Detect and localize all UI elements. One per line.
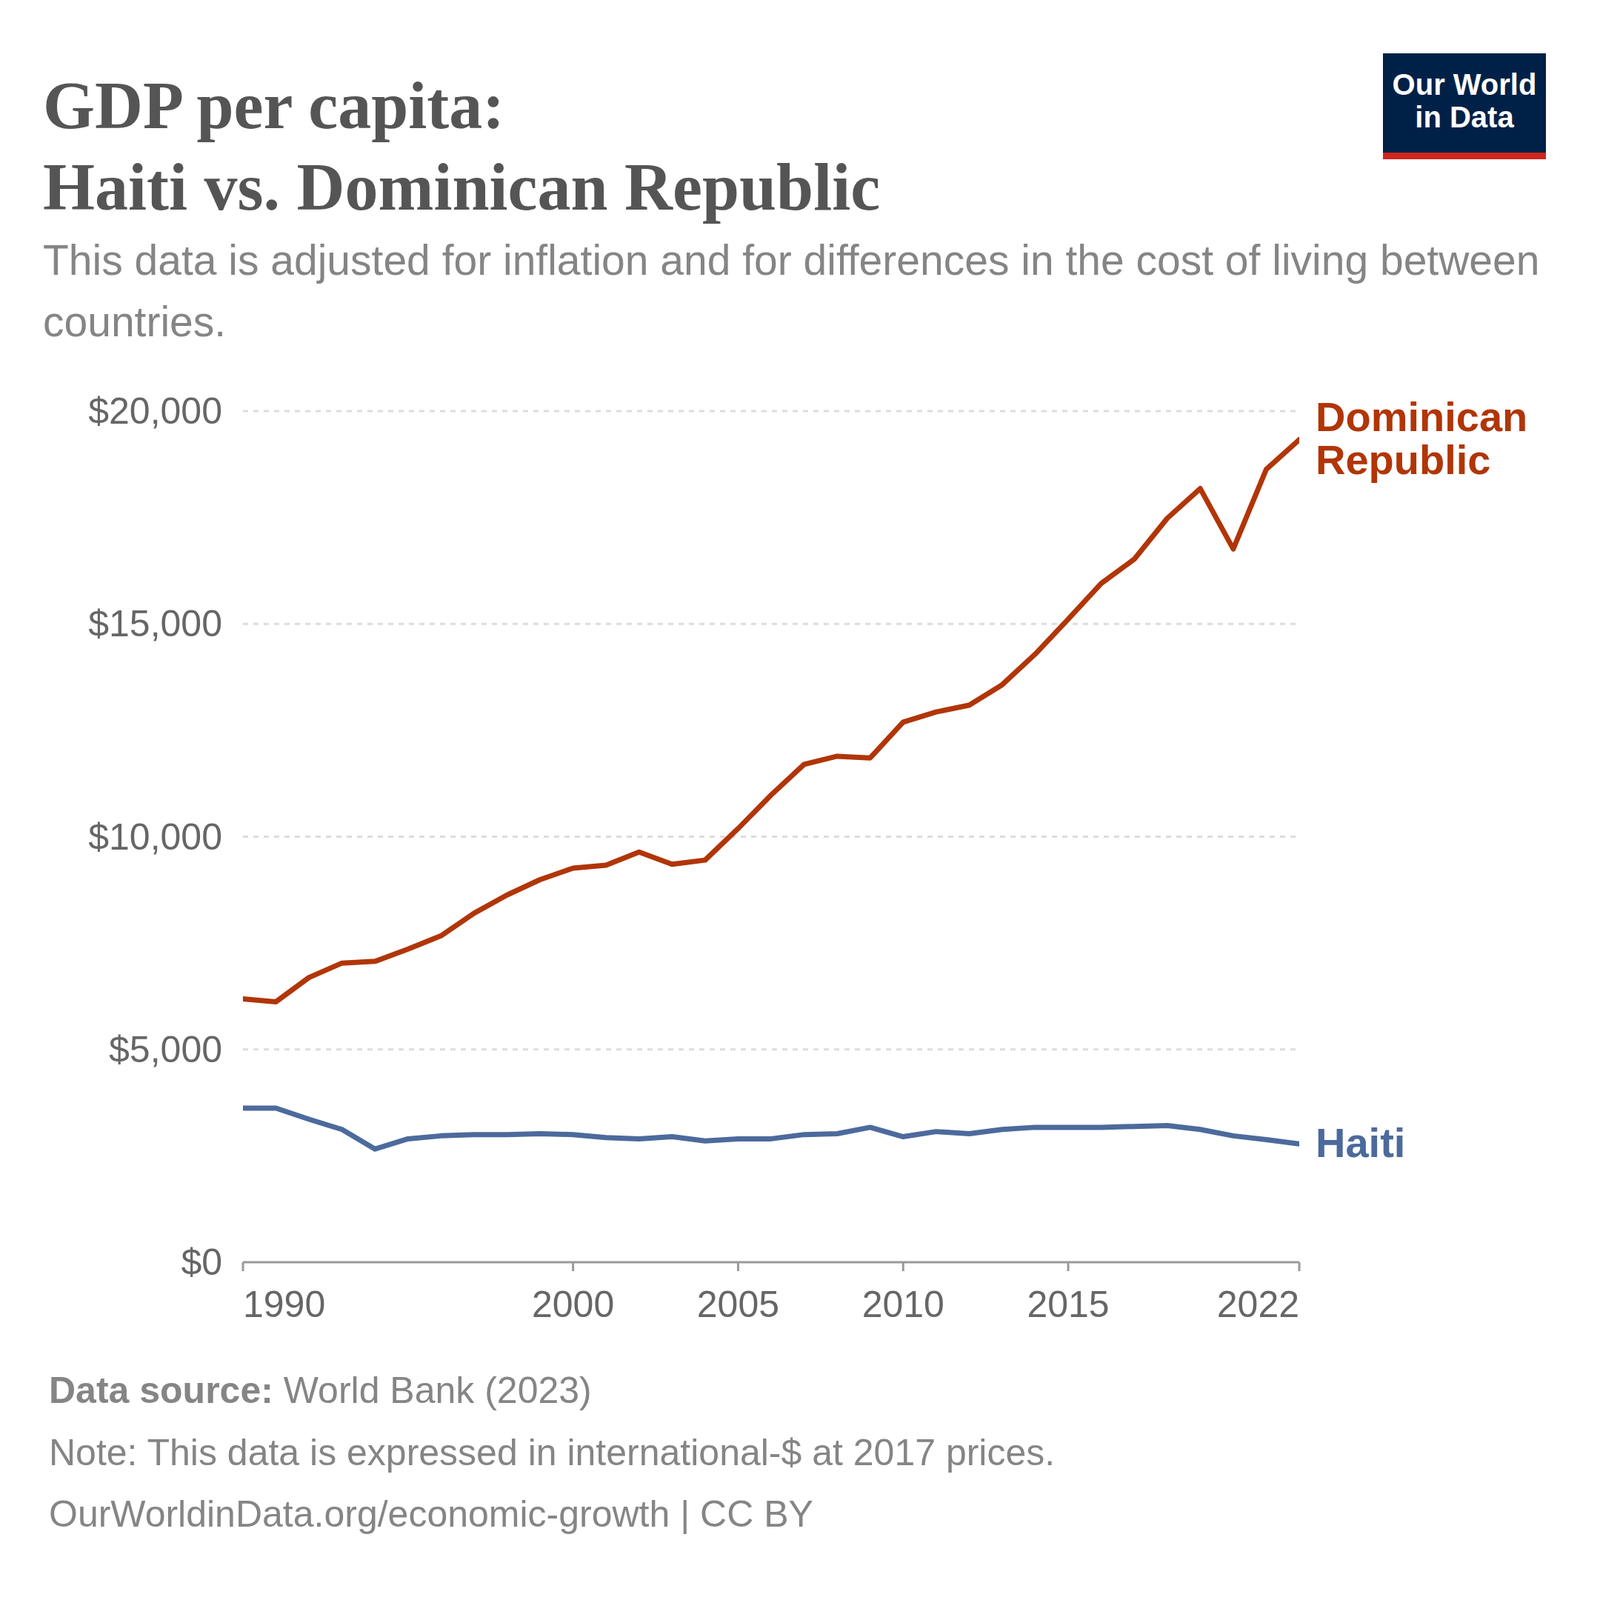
note: Note: This data is expressed in internat… [48, 1431, 1055, 1475]
source: World Bank (2023) [283, 1369, 592, 1412]
lines [242, 439, 1300, 1149]
subtitle: This data is adjusted for inflation and … [42, 229, 1547, 353]
y-tick-label: $20,000 [88, 390, 223, 432]
series-label-line: Haiti [1315, 1119, 1406, 1166]
y-tick-label: $15,000 [88, 602, 223, 645]
chart: $0 $5,000 $10,000 $15,000 $20,000 1990 2000 200… [0, 0, 1600, 1600]
y-tick-label: $0 [180, 1241, 223, 1283]
source-label: Data source: [48, 1369, 274, 1412]
x-tick [242, 1262, 245, 1272]
series-label-line: Dominican [1315, 393, 1528, 440]
x-tick-label: 2000 [531, 1283, 615, 1326]
grid-line [242, 835, 1300, 838]
source-line: Data source: World Bank (2023) [48, 1368, 592, 1412]
series-line [242, 1108, 1300, 1149]
x-tick [1298, 1262, 1301, 1272]
x-tick-label: 2022 [1217, 1283, 1300, 1326]
y-tick-label: $10,000 [88, 816, 223, 858]
grid-line [242, 410, 1300, 413]
x-tick-label: 2005 [697, 1283, 780, 1326]
grid-line [242, 622, 1300, 626]
logo: Our World in Data [1382, 53, 1546, 160]
x-tick-label: 2010 [862, 1283, 945, 1326]
series-label-line: Republic [1315, 436, 1491, 483]
series-label: DominicanRepublic [1315, 393, 1528, 483]
url: OurWorldinData.org/economic-growth | CC … [48, 1492, 814, 1536]
x-tick-label: 1990 [242, 1283, 326, 1326]
x-tick [902, 1262, 905, 1272]
page: GDP per capita: Haiti vs. Dominican Repu… [0, 0, 1600, 1600]
series-line [242, 439, 1300, 1002]
y-tick-label: $5,000 [108, 1028, 223, 1071]
grid-line [242, 1048, 1300, 1051]
series-label: Haiti [1315, 1119, 1406, 1166]
x-tick [1067, 1262, 1070, 1272]
x-tick [571, 1262, 575, 1272]
x-axis [242, 1261, 1300, 1264]
x-tick [737, 1262, 740, 1272]
title: GDP per capita: Haiti vs. Dominican Repu… [42, 65, 1303, 229]
x-tick-label: 2015 [1026, 1283, 1109, 1326]
